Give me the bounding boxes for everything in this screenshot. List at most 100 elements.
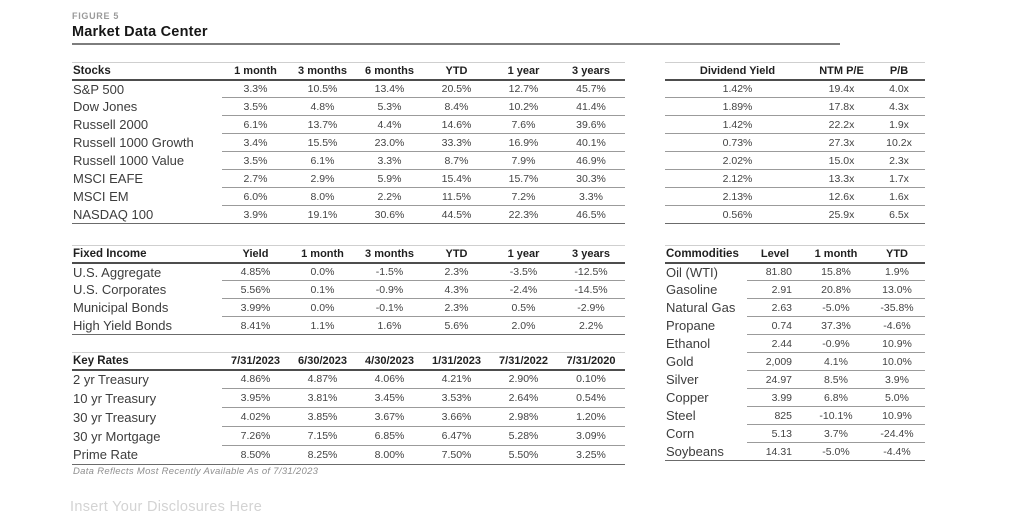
row-label: 2 yr Treasury (73, 372, 149, 387)
table-row: Oil (WTI) 81.80 15.8% 1.9% (665, 262, 925, 281)
cell-value: 6.0% (222, 187, 289, 206)
row-label: S&P 500 (73, 81, 125, 97)
table-row: Russell 1000 Growth 3.4% 15.5% 23.0% 33.3% 16… (72, 133, 625, 152)
column-header: Stocks (72, 62, 222, 81)
cell-value: 4.8% (289, 97, 356, 116)
cell-value: 6.47% (423, 426, 490, 446)
row-label: Ethanol (666, 336, 711, 351)
cell-value: 5.50% (490, 445, 557, 465)
row-label: Copper (666, 390, 709, 405)
cell-value: 16.9% (490, 133, 557, 152)
cell-value: 3.53% (423, 388, 490, 408)
cell-value: 7.9% (490, 151, 557, 170)
cell-value: -35.8% (869, 298, 925, 317)
table-row: 10 yr Treasury 3.95% 3.81% 3.45% 3.53% 2.64% 0… (72, 388, 625, 408)
cell-value: 24.97 (747, 370, 803, 389)
cell-value: 5.0% (869, 388, 925, 407)
cell-value: 4.02% (222, 407, 289, 427)
row-label: Steel (666, 408, 696, 423)
cell-value: 25.9x (810, 205, 873, 224)
column-header: 1 year (490, 245, 557, 264)
cell-value: 0.0% (289, 262, 356, 281)
header-row: Fixed Income Yield 1 month 3 months YTD 1 yea… (72, 245, 625, 264)
cell-value: 7.2% (490, 187, 557, 206)
cell-value: 3.45% (356, 388, 423, 408)
row-label: Russell 1000 Value (73, 153, 185, 168)
table-row: 1.42% 22.2x 1.9x (665, 115, 925, 134)
table-row: 1.89% 17.8x 4.3x (665, 97, 925, 116)
header-row: Dividend Yield NTM P/E P/B (665, 62, 925, 81)
row-label: MSCI EAFE (73, 171, 144, 186)
cell-value: 20.5% (423, 79, 490, 98)
row-label: Municipal Bonds (73, 300, 169, 315)
cell-value: 39.6% (557, 115, 625, 134)
cell-value: 1.1% (289, 316, 356, 335)
footnote: Data Reflects Most Recently Available As… (73, 466, 319, 477)
column-header: P/B (873, 62, 925, 81)
page-title: Market Data Center (72, 24, 208, 40)
table-row: 30 yr Treasury 4.02% 3.85% 3.67% 3.66% 2.98% 1… (72, 407, 625, 427)
cell-value: 0.1% (289, 280, 356, 299)
cell-value: 5.13 (747, 424, 803, 443)
cell-value: 3.7% (803, 424, 869, 443)
cell-value: 8.5% (803, 370, 869, 389)
cell-value: 12.6x (810, 187, 873, 206)
cell-value: -5.0% (803, 442, 869, 461)
table-row: 2.13% 12.6x 1.6x (665, 187, 925, 206)
cell-value: 6.1% (222, 115, 289, 134)
cell-value: 1.9% (869, 262, 925, 281)
cell-value: 30.6% (356, 205, 423, 224)
cell-value: 2.91 (747, 280, 803, 299)
cell-value: 15.8% (803, 262, 869, 281)
cell-value: 19.4x (810, 79, 873, 98)
cell-value: 17.8x (810, 97, 873, 116)
column-header: 6/30/2023 (289, 352, 356, 371)
row-label: Silver (666, 372, 699, 387)
cell-value: 3.81% (289, 388, 356, 408)
header-row: Commodities Level 1 month YTD (665, 245, 925, 264)
cell-value: 46.9% (557, 151, 625, 170)
cell-value: 3.3% (557, 187, 625, 206)
cell-value: 41.4% (557, 97, 625, 116)
cell-value: 12.7% (490, 79, 557, 98)
cell-value: 13.0% (869, 280, 925, 299)
cell-value: 825 (747, 406, 803, 425)
cell-value: 2.3% (423, 298, 490, 317)
table-row: MSCI EM 6.0% 8.0% 2.2% 11.5% 7.2% 3.3% (72, 187, 625, 206)
column-header: 7/31/2022 (490, 352, 557, 371)
cell-value: 2.0% (490, 316, 557, 335)
cell-value: 33.3% (423, 133, 490, 152)
cell-value: 14.31 (747, 442, 803, 461)
row-label: Corn (666, 426, 695, 441)
row-label: NASDAQ 100 (72, 205, 222, 224)
cell-value: 14.6% (423, 115, 490, 134)
cell-value: -14.5% (557, 280, 625, 299)
cell-value: 22.2x (810, 115, 873, 134)
row-label: Russell 1000 Growth (73, 135, 194, 150)
cell-value: 3.09% (557, 426, 625, 446)
column-header: 4/30/2023 (356, 352, 423, 371)
cell-value: 22.3% (490, 205, 557, 224)
cell-value: 3.99 (747, 388, 803, 407)
row-label: Gold (666, 354, 694, 369)
cell-value: 3.95% (222, 388, 289, 408)
cell-value: 3.4% (222, 133, 289, 152)
column-header: Yield (222, 245, 289, 264)
row-label: 30 yr Mortgage (73, 428, 161, 444)
column-header: 3 years (557, 245, 625, 264)
cell-value: 1.9x (873, 115, 925, 134)
cell-value: 0.73% (665, 133, 810, 152)
cell-value: -0.9% (356, 280, 423, 299)
cell-value: 2.63 (747, 298, 803, 317)
cell-value: 5.9% (356, 169, 423, 188)
cell-value: 6.8% (803, 388, 869, 407)
cell-value: 1.6% (356, 316, 423, 335)
row-label: 10 yr Treasury (73, 390, 157, 406)
header-row: Key Rates 7/31/2023 6/30/2023 4/30/2023 1/31… (72, 352, 625, 371)
cell-value: 3.25% (557, 445, 625, 465)
column-header: Level (747, 245, 803, 264)
cell-value: 4.21% (423, 369, 490, 389)
table-row: 2.02% 15.0x 2.3x (665, 151, 925, 170)
cell-value: 10.2% (490, 97, 557, 116)
cell-value: 3.85% (289, 407, 356, 427)
